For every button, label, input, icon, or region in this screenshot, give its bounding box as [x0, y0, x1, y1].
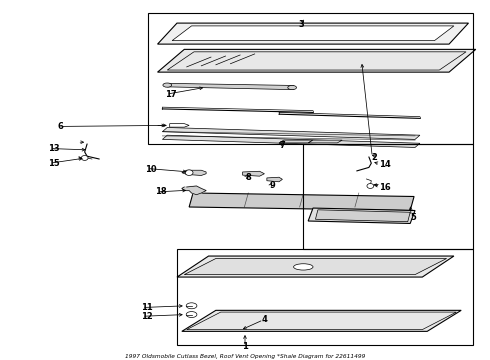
- Text: 14: 14: [379, 161, 391, 170]
- Text: 8: 8: [245, 173, 251, 182]
- Polygon shape: [187, 312, 456, 330]
- Text: 7: 7: [279, 141, 285, 150]
- Polygon shape: [172, 26, 454, 41]
- Text: 1: 1: [242, 342, 248, 351]
- Polygon shape: [182, 186, 206, 195]
- Ellipse shape: [288, 85, 296, 90]
- Text: 2: 2: [371, 153, 377, 162]
- Text: 9: 9: [270, 181, 275, 190]
- Text: 16: 16: [379, 183, 391, 192]
- Text: 4: 4: [262, 315, 268, 324]
- Polygon shape: [167, 52, 466, 70]
- Polygon shape: [189, 193, 414, 211]
- Polygon shape: [162, 127, 420, 139]
- Polygon shape: [308, 208, 415, 224]
- Text: 18: 18: [155, 188, 167, 197]
- Polygon shape: [184, 258, 446, 275]
- Polygon shape: [177, 256, 454, 277]
- Polygon shape: [162, 135, 420, 148]
- Ellipse shape: [186, 311, 197, 318]
- Text: 17: 17: [165, 90, 176, 99]
- Text: 5: 5: [410, 213, 416, 222]
- Polygon shape: [167, 84, 294, 90]
- Polygon shape: [279, 140, 313, 143]
- Ellipse shape: [163, 83, 172, 87]
- Polygon shape: [267, 177, 282, 182]
- Circle shape: [185, 170, 193, 175]
- Text: 3: 3: [298, 21, 304, 30]
- Polygon shape: [182, 310, 461, 331]
- Text: 11: 11: [141, 303, 152, 312]
- Ellipse shape: [186, 303, 197, 309]
- Ellipse shape: [294, 264, 313, 270]
- Polygon shape: [158, 49, 476, 72]
- Text: 15: 15: [48, 159, 60, 168]
- Text: 6: 6: [58, 122, 64, 131]
- Text: 13: 13: [48, 144, 60, 153]
- Polygon shape: [170, 123, 189, 127]
- Polygon shape: [243, 171, 265, 176]
- Polygon shape: [316, 210, 410, 222]
- Polygon shape: [308, 140, 342, 143]
- Polygon shape: [182, 170, 206, 175]
- Circle shape: [367, 184, 374, 188]
- Text: 1997 Oldsmobile Cutlass Bezel, Roof Vent Opening *Shale Diagram for 22611499: 1997 Oldsmobile Cutlass Bezel, Roof Vent…: [125, 354, 365, 359]
- Polygon shape: [158, 23, 468, 44]
- Text: 10: 10: [146, 165, 157, 174]
- Circle shape: [81, 156, 88, 161]
- Text: 12: 12: [141, 312, 152, 321]
